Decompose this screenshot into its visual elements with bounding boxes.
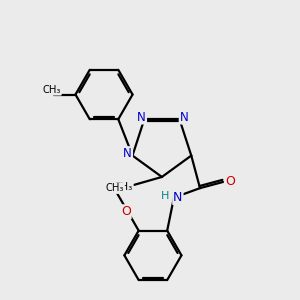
Text: CH₃: CH₃ [43,85,61,95]
Text: N: N [180,111,188,124]
Text: O: O [121,205,131,218]
Text: H: H [161,190,170,201]
Text: N: N [123,147,132,160]
Text: O: O [225,176,235,188]
Text: N: N [137,111,146,124]
Text: CH₃: CH₃ [106,183,124,193]
Text: CH₃: CH₃ [113,182,133,192]
Text: N: N [173,191,183,204]
